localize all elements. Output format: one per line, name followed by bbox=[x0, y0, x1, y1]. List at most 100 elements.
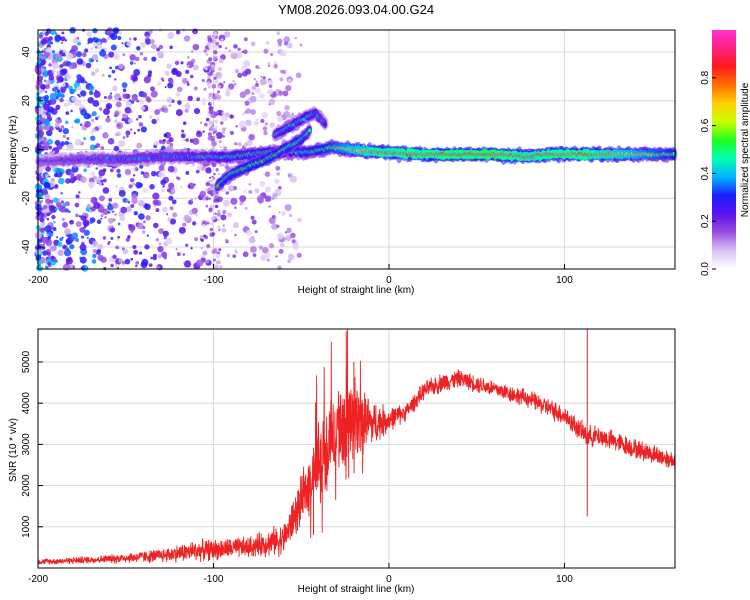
spectrogram-noise-dot bbox=[74, 138, 82, 146]
spectrogram-noise-dot bbox=[153, 204, 156, 208]
spectrogram-noise-dot bbox=[86, 31, 92, 37]
spectrogram-noise-dot bbox=[244, 88, 251, 95]
spectrogram-x-tick-label: 0 bbox=[386, 275, 392, 286]
spectrogram-noise-dot bbox=[270, 53, 274, 57]
spectrogram-noise-dot bbox=[242, 190, 245, 193]
spectrogram-y-tick-label: -20 bbox=[21, 191, 32, 206]
spectrogram-noise-dot bbox=[202, 223, 206, 227]
spectrogram-noise-dot bbox=[162, 185, 165, 188]
spectrogram-noise-dot bbox=[258, 245, 264, 250]
spectrogram-noise-dot bbox=[63, 249, 72, 257]
spectrogram-noise-dot bbox=[117, 124, 120, 127]
spectrogram-noise-dot bbox=[187, 95, 193, 102]
spectrogram-noise-dot bbox=[61, 31, 65, 35]
spectrogram-noise-dot bbox=[153, 222, 159, 229]
spectrogram-noise-dot bbox=[227, 212, 233, 218]
spectrogram-noise-dot bbox=[202, 102, 206, 106]
spectrogram-noise-dot bbox=[38, 34, 43, 39]
spectrogram-noise-dot bbox=[167, 32, 175, 40]
spectrogram-noise-dot bbox=[221, 227, 227, 233]
spectrogram-noise-dot bbox=[141, 92, 148, 98]
spectrogram-noise-dot bbox=[143, 56, 148, 61]
spectrogram-noise-dot bbox=[46, 114, 52, 119]
spectrogram-noise-dot bbox=[213, 31, 218, 36]
spectrogram-noise-dot bbox=[92, 100, 100, 107]
spectrogram-noise-dot bbox=[210, 222, 214, 226]
spectrogram-noise-dot bbox=[51, 214, 56, 220]
spectrogram-noise-dot bbox=[202, 250, 208, 256]
spectrogram-noise-dot bbox=[78, 191, 81, 194]
spectrogram-noise-dot bbox=[245, 229, 252, 236]
spectrogram-noise-dot bbox=[168, 195, 174, 201]
spectrogram-noise-dot bbox=[118, 247, 121, 250]
spectrogram-noise-dot bbox=[233, 44, 238, 49]
spectrogram-noise-dot bbox=[74, 202, 80, 208]
spectrogram-noise-dot bbox=[203, 87, 207, 92]
spectrogram-noise-dot bbox=[217, 172, 220, 176]
spectrogram-noise-dot bbox=[286, 42, 293, 49]
spectrogram-noise-dot bbox=[115, 185, 119, 189]
spectrogram-noise-dot bbox=[57, 249, 64, 256]
spectrogram-noise-dot bbox=[295, 72, 302, 79]
spectrogram-noise-dot bbox=[55, 201, 62, 208]
spectrogram-x-label: Height of straight line (km) bbox=[298, 285, 415, 296]
spectrogram-noise-dot bbox=[245, 119, 252, 127]
spectrogram-noise-dot bbox=[118, 63, 124, 70]
spectrogram-noise-dot bbox=[155, 208, 160, 213]
spectrogram-noise-dot bbox=[107, 36, 111, 40]
spectrogram-noise-dot bbox=[110, 44, 117, 51]
spectrogram-noise-dot bbox=[56, 92, 62, 98]
spectrogram-noise-dot bbox=[234, 83, 237, 86]
spectrogram-trace-rising-branch-a bbox=[213, 123, 313, 194]
spectrogram-noise-dot bbox=[208, 109, 214, 115]
spectrogram-noise-dot bbox=[193, 86, 198, 91]
spectrogram-noise-dot bbox=[207, 85, 212, 89]
spectrogram-noise-dot bbox=[218, 140, 222, 144]
chart-title: YM08.2026.093.04.00.G24 bbox=[278, 2, 434, 17]
spectrogram-trace-core bbox=[323, 122, 327, 127]
spectrogram-noise-dot bbox=[90, 47, 94, 50]
spectrogram-noise-dot bbox=[100, 256, 107, 263]
spectrogram-noise-dot bbox=[170, 79, 174, 84]
spectrogram-noise-dot bbox=[58, 128, 63, 133]
spectrogram-noise-dot bbox=[66, 52, 74, 61]
spectrogram-noise-dot bbox=[278, 248, 284, 254]
spectrogram-noise-dot bbox=[209, 183, 214, 188]
spectrogram-noise-dot bbox=[167, 217, 172, 222]
spectrogram-noise-dot bbox=[39, 52, 43, 56]
spectrogram-noise-dot bbox=[136, 99, 140, 103]
spectrogram-noise-dot bbox=[59, 205, 67, 213]
spectrogram-noise-dot bbox=[230, 197, 238, 205]
spectrogram-noise-dot bbox=[53, 220, 56, 224]
spectrogram-noise-dot bbox=[102, 178, 107, 183]
snr-series-line bbox=[37, 328, 676, 565]
spectrogram-noise-dot bbox=[187, 199, 194, 205]
spectrogram-noise-dot bbox=[261, 112, 269, 119]
spectrogram-noise-dot bbox=[251, 219, 257, 225]
spectrogram-noise-dot bbox=[66, 143, 74, 151]
spectrogram-noise-dot bbox=[273, 61, 278, 65]
spectrogram-noise-dot bbox=[237, 72, 243, 78]
spectrogram-noise-dot bbox=[60, 85, 67, 93]
spectrogram-noise-dot bbox=[111, 69, 116, 74]
spectrogram-noise-dot bbox=[130, 203, 135, 208]
spectrogram-noise-dot bbox=[83, 137, 87, 140]
spectrogram-noise-dot bbox=[216, 90, 220, 94]
spectrogram-noise-dot bbox=[109, 168, 114, 173]
spectrogram-noise-dot bbox=[60, 36, 66, 42]
colorbar: 0.0 0.2 0.4 0.6 0.8 Normalized spectral ampl… bbox=[700, 30, 750, 276]
spectrogram-noise-dot bbox=[63, 102, 68, 107]
spectrogram-noise-dot bbox=[277, 38, 283, 44]
spectrogram-noise-dot bbox=[222, 209, 227, 215]
spectrogram-noise-dot bbox=[86, 203, 91, 208]
spectrogram-noise-dot bbox=[267, 88, 274, 95]
spectrogram-noise-dot bbox=[48, 111, 51, 115]
spectrogram-noise bbox=[34, 27, 303, 272]
spectrogram-noise-dot bbox=[211, 232, 216, 236]
spectrogram-noise-dot bbox=[101, 73, 105, 77]
spectrogram-noise-dot bbox=[214, 79, 219, 84]
spectrogram-noise-dot bbox=[157, 81, 162, 86]
spectrogram-noise-dot bbox=[216, 262, 219, 265]
spectrogram-noise-dot bbox=[129, 61, 134, 65]
spectrogram-noise-dot bbox=[264, 122, 269, 126]
